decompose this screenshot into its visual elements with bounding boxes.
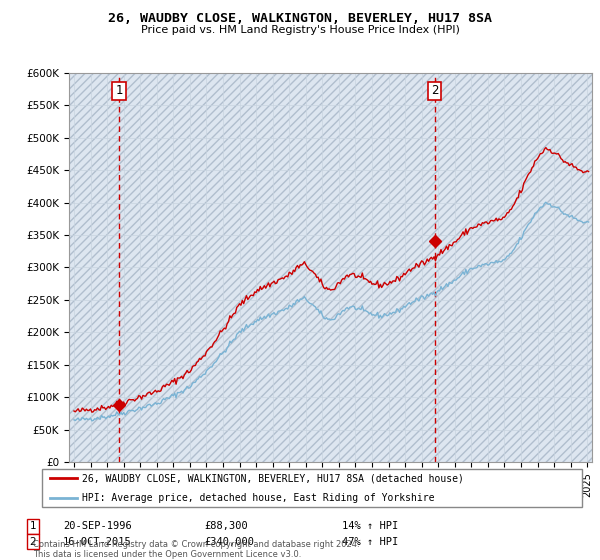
Text: 26, WAUDBY CLOSE, WALKINGTON, BEVERLEY, HU17 8SA: 26, WAUDBY CLOSE, WALKINGTON, BEVERLEY, … (108, 12, 492, 25)
Text: 14% ↑ HPI: 14% ↑ HPI (342, 521, 398, 531)
Text: Contains HM Land Registry data © Crown copyright and database right 2024.
This d: Contains HM Land Registry data © Crown c… (33, 540, 359, 559)
Text: 26, WAUDBY CLOSE, WALKINGTON, BEVERLEY, HU17 8SA (detached house): 26, WAUDBY CLOSE, WALKINGTON, BEVERLEY, … (83, 473, 464, 483)
Text: 1: 1 (29, 521, 37, 531)
Text: £340,000: £340,000 (204, 536, 254, 547)
Text: 16-OCT-2015: 16-OCT-2015 (63, 536, 132, 547)
Text: £88,300: £88,300 (204, 521, 248, 531)
Text: 47% ↑ HPI: 47% ↑ HPI (342, 536, 398, 547)
Text: HPI: Average price, detached house, East Riding of Yorkshire: HPI: Average price, detached house, East… (83, 493, 435, 503)
Text: 1: 1 (115, 85, 123, 97)
Text: 2: 2 (29, 536, 37, 547)
Text: 20-SEP-1996: 20-SEP-1996 (63, 521, 132, 531)
Text: Price paid vs. HM Land Registry's House Price Index (HPI): Price paid vs. HM Land Registry's House … (140, 25, 460, 35)
Text: 2: 2 (431, 85, 439, 97)
Bar (69, 73, 592, 462)
FancyBboxPatch shape (42, 469, 582, 507)
